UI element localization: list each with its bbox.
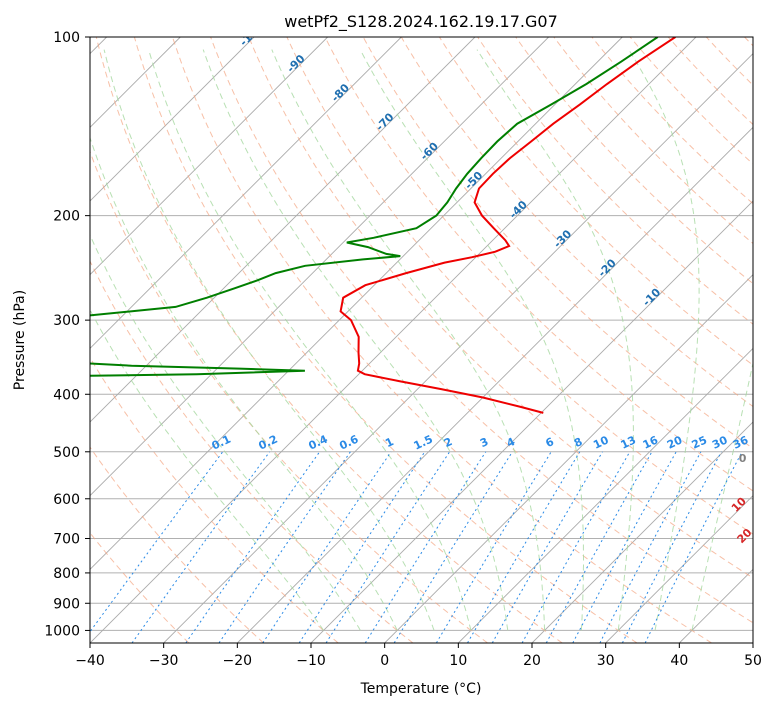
mixing-ratio-line: [218, 451, 351, 643]
y-tick-label: 700: [53, 532, 80, 548]
y-tick-label: 500: [53, 445, 80, 461]
mixing-ratio-line: [185, 451, 321, 643]
mixing-ratio-line: [491, 451, 603, 643]
y-tick-label: 200: [53, 209, 80, 225]
mixing-ratio-label: 36: [731, 433, 751, 451]
moist-adiabat: [90, 136, 398, 631]
dry-adiabat: [90, 446, 264, 643]
x-tick-label: 10: [449, 653, 467, 669]
isotherm-label: -100: [237, 20, 266, 49]
mixing-ratio-line: [467, 451, 581, 643]
dewpoint-line: [90, 37, 659, 377]
isotherm-line: [90, 37, 328, 276]
moist-adiabat: [202, 49, 509, 631]
moist-adiabat: [90, 308, 325, 631]
dry-adiabat: [515, 37, 753, 285]
mixing-ratio-line: [131, 451, 271, 643]
isotherm-line: [458, 347, 753, 643]
isotherm-line: [90, 37, 255, 202]
isotherm-line: [90, 37, 402, 349]
x-tick-label: −40: [75, 653, 105, 669]
mixing-ratio-label: 30: [710, 433, 730, 451]
mixing-ratio-label: 16: [641, 433, 661, 451]
isotherm-line: [384, 274, 753, 643]
moist-adiabat: [271, 49, 546, 631]
mixing-ratio-label: 13: [619, 433, 638, 451]
mixing-ratio-label: 10: [591, 433, 611, 451]
moist-adiabat: [359, 49, 584, 631]
mixing-ratio-label: 20: [665, 433, 685, 451]
x-tick-label: −20: [223, 653, 253, 669]
mixing-ratio-line: [435, 451, 552, 643]
y-tick-label: 400: [53, 387, 80, 403]
y-axis-ticks: 100 200 300 400 500 600 700 800 900 1000: [44, 30, 90, 639]
chart-title: wetPf2_S128.2024.162.19.17.G07: [284, 12, 558, 32]
isotherm-line: [531, 421, 753, 643]
y-tick-label: 300: [53, 313, 80, 329]
mixing-ratio-line: [644, 451, 743, 643]
mixing-ratio-line: [545, 451, 653, 643]
mixing-ratio-line: [393, 451, 513, 643]
x-tick-label: 20: [523, 653, 541, 669]
isotherm-line: [90, 37, 549, 497]
mixing-ratio-line: [599, 451, 702, 643]
y-tick-label: 900: [53, 596, 80, 612]
mixing-ratio-line: [262, 451, 392, 643]
mixing-ratio-line: [521, 451, 631, 643]
moist-adiabat: [148, 49, 472, 631]
x-tick-label: 50: [744, 653, 762, 669]
red-label: 20: [735, 526, 755, 546]
sounding-series: [90, 37, 676, 414]
background-lines: [90, 37, 753, 643]
isotherm-line: [90, 37, 476, 423]
dry-adiabat: [248, 37, 753, 579]
mixing-ratio-line: [572, 451, 677, 643]
y-axis-title: Pressure (hPa): [12, 290, 28, 390]
isotherm-line: [90, 37, 623, 570]
y-tick-label: 100: [53, 30, 80, 46]
x-tick-label: −30: [149, 653, 179, 669]
moist-adiabat: [628, 49, 700, 631]
moist-adiabat: [476, 49, 634, 631]
mixing-ratio-line: [621, 451, 722, 643]
x-tick-label: 40: [670, 653, 688, 669]
dry-adiabat: [629, 37, 753, 165]
dry-adiabat: [210, 37, 753, 624]
y-tick-label: 1000: [44, 623, 80, 639]
moist-adiabat: [691, 360, 753, 631]
plot-frame: [89, 36, 754, 644]
moist-adiabat: [103, 49, 435, 631]
mixing-ratio-label: 25: [690, 433, 709, 451]
y-tick-label: 800: [53, 566, 80, 582]
zero-label: 0: [739, 452, 747, 465]
dry-adiabat: [477, 37, 753, 325]
x-axis-title: Temperature (°C): [360, 681, 482, 697]
pressure-gridlines: [90, 37, 753, 631]
x-tick-label: 0: [380, 653, 389, 669]
dry-adiabat: [133, 37, 638, 643]
x-tick-label: 30: [597, 653, 615, 669]
isotherm-line: [90, 37, 697, 643]
moist-adiabat: [90, 233, 361, 631]
temperature-line: [339, 37, 676, 414]
x-axis-ticks: −40 −30 −20 −10 0 10 20 30 40 50: [75, 643, 762, 669]
dry-adiabat: [324, 37, 753, 492]
x-tick-label: −10: [296, 653, 326, 669]
isotherm-line: [163, 53, 753, 643]
dry-adiabat: [400, 37, 753, 408]
dry-adiabat: [362, 37, 753, 450]
isotherm-line: [237, 126, 753, 643]
y-tick-label: 600: [53, 492, 80, 508]
isotherm-line: [605, 495, 753, 643]
mixing-ratio-line: [298, 451, 426, 643]
dry-adiabat: [90, 260, 414, 643]
